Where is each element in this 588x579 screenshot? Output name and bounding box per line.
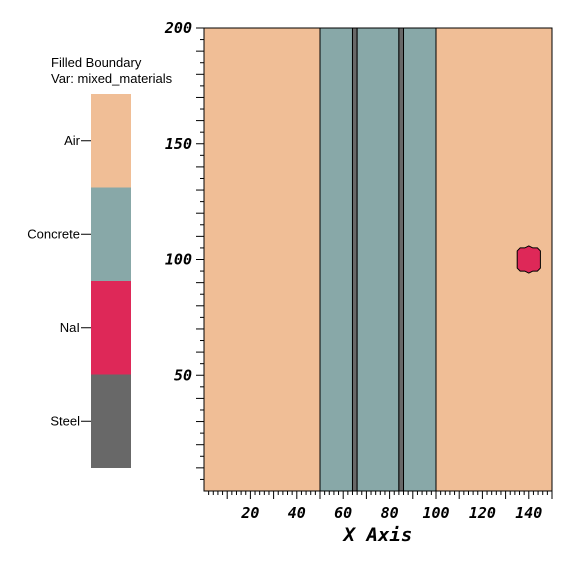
region-steel-2 <box>351 27 358 492</box>
legend-swatch-nai <box>91 281 131 375</box>
x-tick-label: 60 <box>334 504 352 522</box>
y-tick-label: 50 <box>174 366 192 384</box>
legend-swatch-concrete <box>91 187 131 281</box>
legend-variable: Var: mixed_materials <box>51 71 173 86</box>
x-tick-label: 40 <box>288 504 306 522</box>
legend-swatch-steel <box>91 374 131 468</box>
x-tick-label: 140 <box>515 504 542 522</box>
region-concrete-5 <box>403 27 437 492</box>
y-tick-label: 100 <box>165 251 192 269</box>
legend-swatch-air <box>91 94 131 188</box>
legend-label-nai: NaI <box>60 320 80 335</box>
region-steel-4 <box>398 27 405 492</box>
x-axis-label: X Axis <box>342 524 413 546</box>
legend-label-concrete: Concrete <box>27 226 80 241</box>
region-air-0 <box>203 27 321 492</box>
region-concrete-1 <box>319 27 353 492</box>
y-tick-label: 200 <box>164 19 192 37</box>
y-tick-label: 150 <box>165 135 192 153</box>
legend-title: Filled Boundary <box>51 55 142 70</box>
x-tick-label: 120 <box>469 504 496 522</box>
region-concrete-3 <box>356 27 400 492</box>
detector-nai <box>516 245 541 274</box>
legend-label-steel: Steel <box>50 413 80 428</box>
legend-label-air: Air <box>64 133 81 148</box>
x-tick-label: 20 <box>240 504 259 522</box>
x-tick-label: 100 <box>422 504 449 522</box>
x-tick-label: 80 <box>381 504 399 522</box>
